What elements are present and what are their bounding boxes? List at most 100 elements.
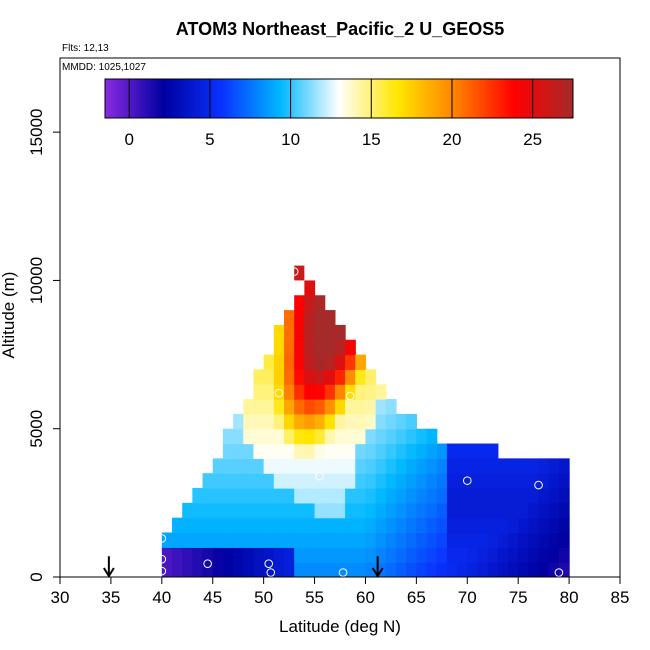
colorbar-segment: [485, 79, 488, 118]
colorbar-segment: [355, 79, 358, 118]
heatmap-cell: [345, 443, 356, 459]
heatmap-cell: [406, 488, 417, 504]
heatmap-cell: [284, 324, 295, 341]
heatmap-cell: [355, 502, 367, 519]
colorbar-segment: [187, 79, 190, 118]
sample-point: [274, 388, 284, 398]
heatmap-cell: [284, 354, 295, 370]
heatmap-cell: [528, 547, 540, 563]
heatmap-cell: [355, 399, 367, 415]
heatmap-cell: [345, 369, 356, 385]
colorbar-segment: [551, 79, 554, 118]
heatmap-cell: [528, 458, 540, 474]
heatmap-cell: [222, 488, 234, 504]
heatmap-cell: [202, 562, 214, 577]
colorbar-segment: [567, 79, 570, 118]
colorbar-segment: [397, 79, 400, 118]
heatmap-cell: [355, 488, 367, 504]
heatmap-cell: [528, 473, 540, 489]
heatmap-cell: [233, 532, 244, 548]
colorbar-segment: [247, 79, 250, 118]
heatmap-cell: [253, 384, 265, 400]
sample-point: [462, 476, 472, 485]
heatmap-cell: [334, 384, 346, 400]
heatmap-cell: [538, 517, 550, 534]
heatmap-cell: [508, 547, 519, 563]
heatmap-cell: [518, 562, 529, 577]
heatmap-cell: [233, 443, 244, 459]
colorbar-segment: [501, 79, 504, 118]
sample-point: [315, 471, 324, 481]
heatmap-cell: [446, 488, 458, 504]
heatmap-cell: [334, 369, 346, 385]
heatmap-cell: [273, 473, 285, 489]
heatmap-cell: [436, 443, 448, 459]
heatmap-cell: [446, 517, 458, 534]
colorbar-segment: [291, 79, 294, 118]
heatmap-cell: [284, 384, 295, 400]
colorbar-segment: [449, 79, 452, 118]
heatmap-cell: [345, 532, 356, 548]
colorbar-segment: [295, 79, 298, 118]
colorbar-segment: [321, 79, 324, 118]
heatmap-cell: [202, 517, 214, 534]
y-tick-label: 15000: [27, 109, 46, 156]
heatmap-cell: [426, 547, 438, 563]
colorbar-segment: [213, 79, 216, 118]
colorbar-segment: [161, 79, 164, 118]
colorbar-segment: [381, 79, 384, 118]
colorbar-segment: [273, 79, 276, 118]
colorbar-segment: [375, 79, 378, 118]
heatmap-cell: [375, 413, 387, 430]
heatmap-cell: [273, 502, 285, 519]
heatmap-cell: [385, 547, 397, 563]
heatmap-cell: [345, 488, 356, 504]
heatmap-cell: [253, 458, 265, 474]
heatmap-cell: [375, 532, 387, 548]
heatmap-cell: [355, 473, 367, 489]
heatmap-cell: [304, 532, 316, 548]
colorbar-segment: [207, 79, 210, 118]
colorbar-segment: [233, 79, 236, 118]
heatmap-cell: [436, 502, 448, 519]
heatmap-cell: [477, 532, 489, 548]
colorbar-segment: [453, 79, 456, 118]
heatmap-cell: [233, 473, 244, 489]
colorbar-segment: [301, 79, 304, 118]
colorbar-segment: [165, 79, 168, 118]
heatmap-cell: [416, 473, 428, 489]
heatmap-cell: [457, 473, 468, 489]
heatmap-cell: [284, 310, 295, 326]
colorbar-segment: [493, 79, 496, 118]
heatmap-cell: [294, 324, 305, 341]
colorbar-segment: [425, 79, 428, 118]
colorbar-segment: [359, 79, 362, 118]
heatmap-cell: [446, 473, 458, 489]
heatmap-cells: [161, 265, 570, 577]
heatmap-cell: [345, 473, 356, 489]
heatmap-cell: [396, 547, 407, 563]
sample-point: [264, 559, 274, 568]
colorbar-segment: [443, 79, 446, 118]
heatmap-cell: [528, 517, 540, 534]
colorbar-segment: [251, 79, 254, 118]
heatmap-cell: [365, 532, 377, 548]
heatmap-cell: [548, 458, 560, 474]
heatmap-cell: [518, 458, 529, 474]
colorbar-segment: [327, 79, 330, 118]
colorbar-segment: [235, 79, 238, 118]
heatmap-cell: [334, 443, 346, 459]
heatmap-cell: [202, 488, 214, 504]
colorbar-segment: [361, 79, 364, 118]
colorbar-segment: [373, 79, 376, 118]
colorbar-segment: [241, 79, 244, 118]
colorbar-segment: [271, 79, 274, 118]
heatmap-cell: [222, 562, 234, 577]
flight-arrow-head: [371, 567, 384, 578]
colorbar-segment: [201, 79, 204, 118]
x-tick-label: 80: [560, 588, 579, 607]
heatmap-cell: [161, 562, 173, 577]
colorbar-segment: [455, 79, 458, 118]
heatmap-cell: [436, 458, 448, 474]
heatmap-cell: [426, 502, 438, 519]
